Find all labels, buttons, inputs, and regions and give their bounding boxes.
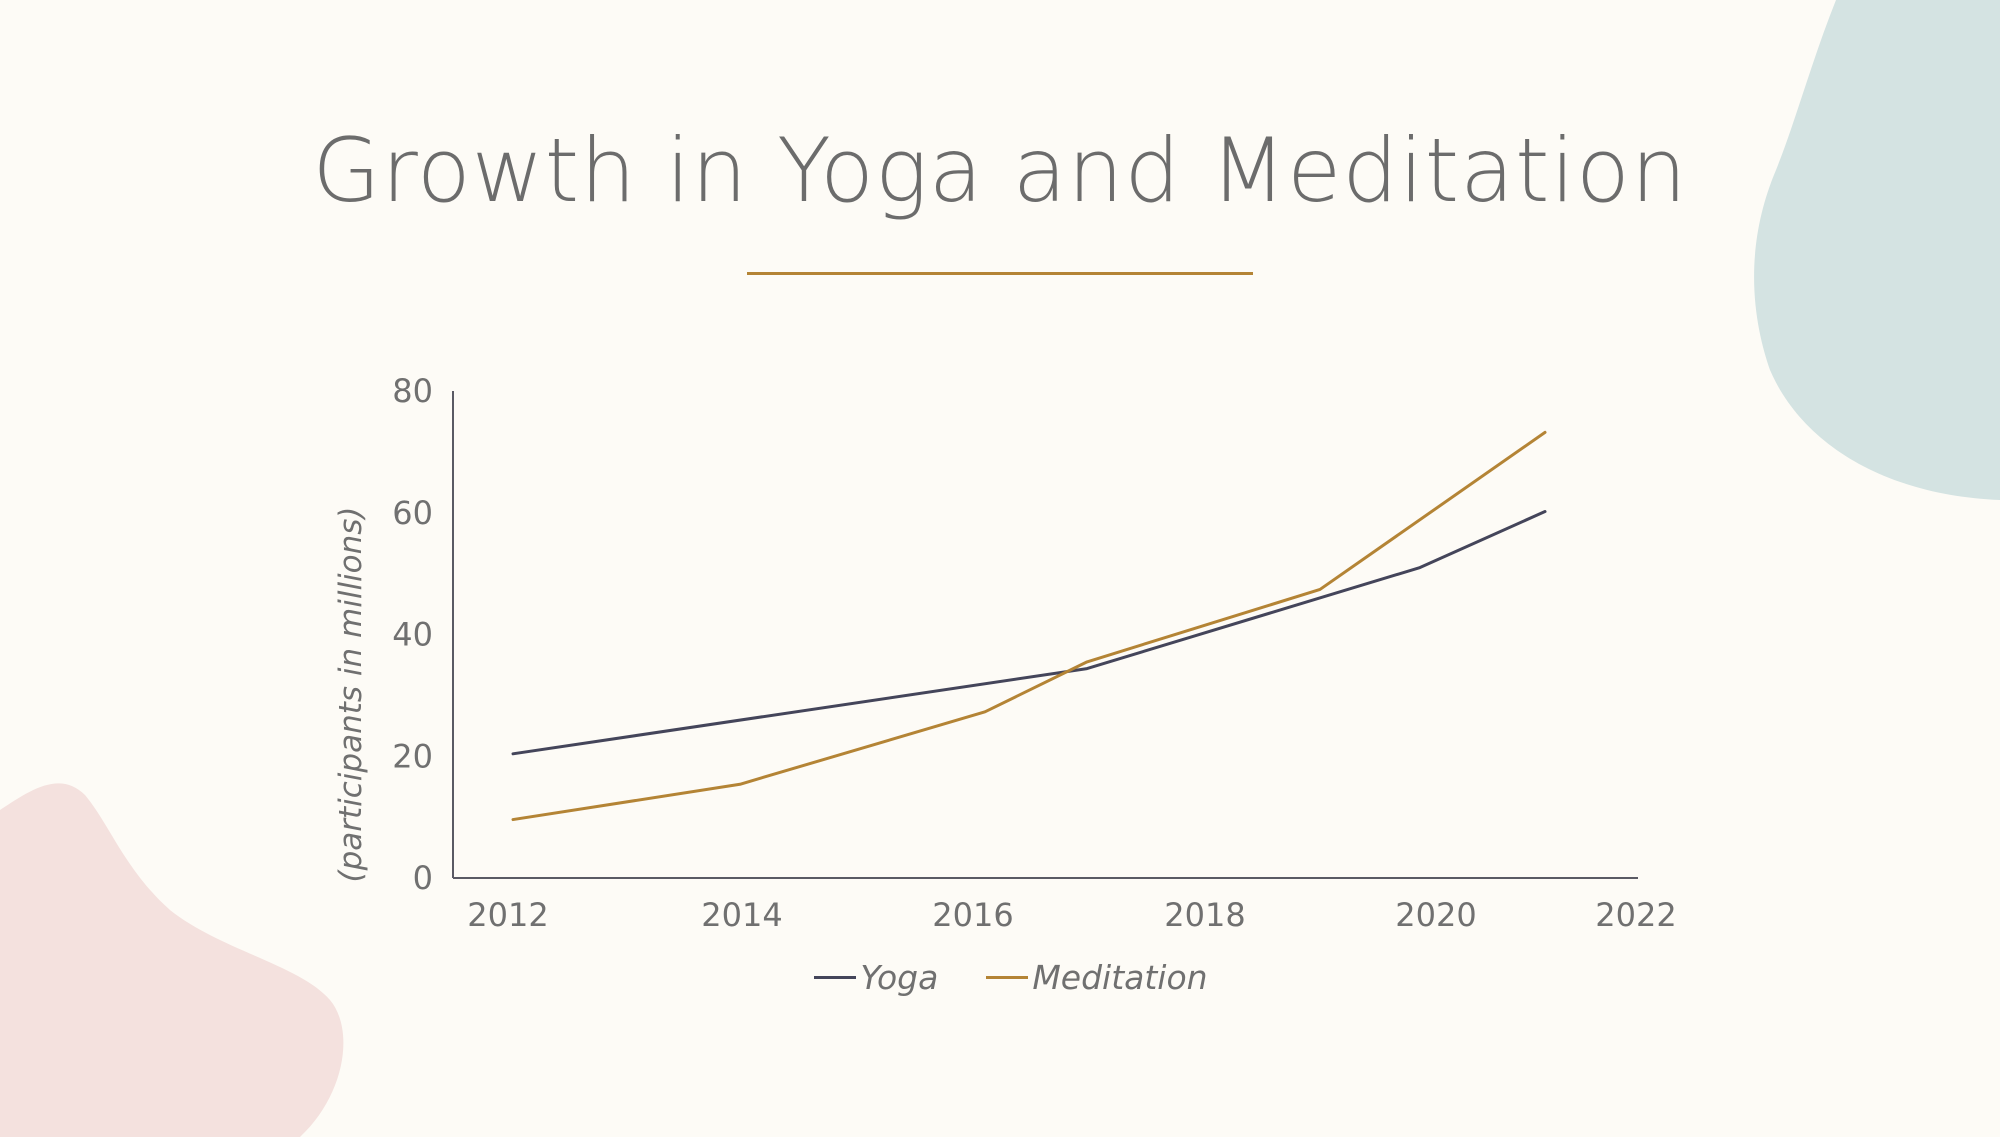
legend-swatch [814, 976, 857, 979]
chart-axes [452, 391, 1638, 879]
chart-title: Growth in Yoga and Meditation [312, 119, 1688, 222]
chart-legend: Yoga Meditation [0, 958, 2000, 997]
chart-series-lines [511, 430, 1547, 822]
legend-label: Meditation [1032, 958, 1208, 997]
x-tick-label: 2016 [932, 896, 1013, 934]
legend-item-yoga: Yoga [792, 958, 938, 997]
y-axis-label: (participants in millions) [333, 506, 369, 882]
series-line-meditation [511, 430, 1547, 822]
y-tick-label: 40 [392, 616, 433, 654]
series-line-yoga [511, 510, 1547, 756]
teal-blob-shape [1754, 0, 2000, 500]
title-underline [747, 272, 1253, 275]
y-tick-label: 0 [413, 859, 433, 897]
chart-tick-labels: 0 20 40 60 80 2012 2014 2016 2018 2020 2022 [392, 372, 1676, 934]
legend-label: Yoga [860, 958, 939, 997]
y-tick-label: 20 [392, 737, 433, 775]
pink-blob-shape [0, 783, 344, 1137]
legend-swatch [986, 976, 1029, 979]
x-tick-label: 2014 [701, 896, 782, 934]
x-tick-label: 2022 [1595, 896, 1676, 934]
x-tick-label: 2018 [1164, 896, 1245, 934]
y-tick-label: 80 [392, 372, 433, 410]
x-tick-label: 2012 [467, 896, 548, 934]
legend-item-meditation: Meditation [964, 958, 1208, 997]
y-tick-label: 60 [392, 494, 433, 532]
x-tick-label: 2020 [1395, 896, 1476, 934]
